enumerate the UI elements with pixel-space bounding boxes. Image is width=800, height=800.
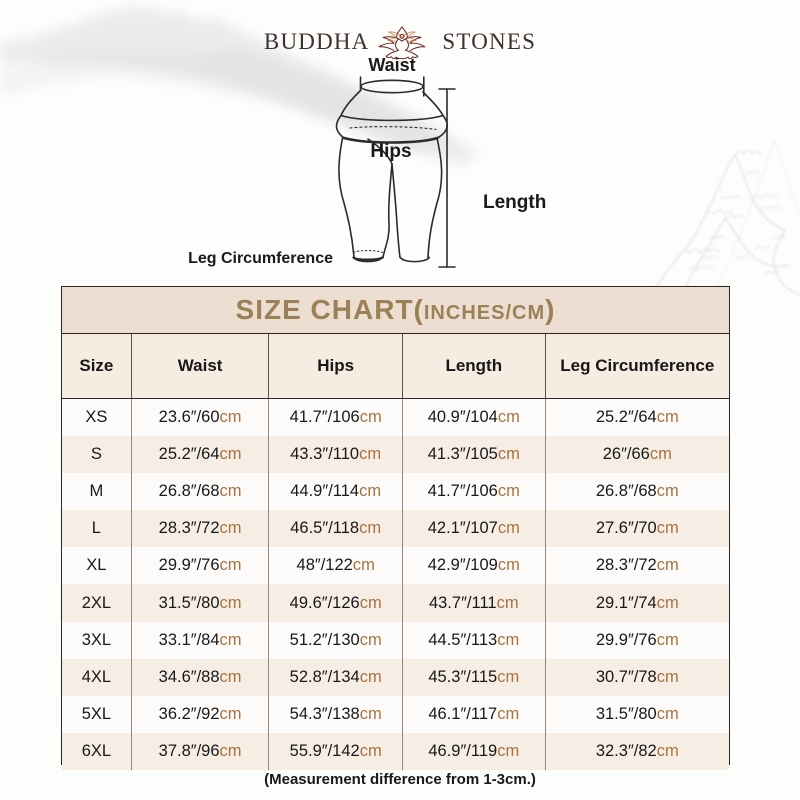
svg-text:Hips: Hips [370,141,411,162]
svg-text:Length: Length [483,192,546,213]
svg-text:Leg Circumference: Leg Circumference [188,250,333,267]
